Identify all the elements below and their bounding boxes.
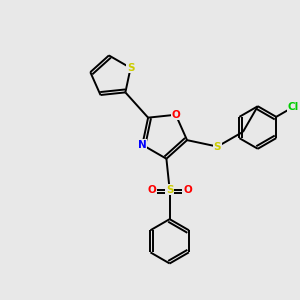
Text: O: O [148,184,156,195]
Text: N: N [138,140,147,150]
Text: S: S [127,63,134,73]
Text: S: S [214,142,221,152]
Text: Cl: Cl [287,102,298,112]
Text: S: S [166,184,173,195]
Text: O: O [183,184,192,195]
Text: O: O [171,110,180,120]
